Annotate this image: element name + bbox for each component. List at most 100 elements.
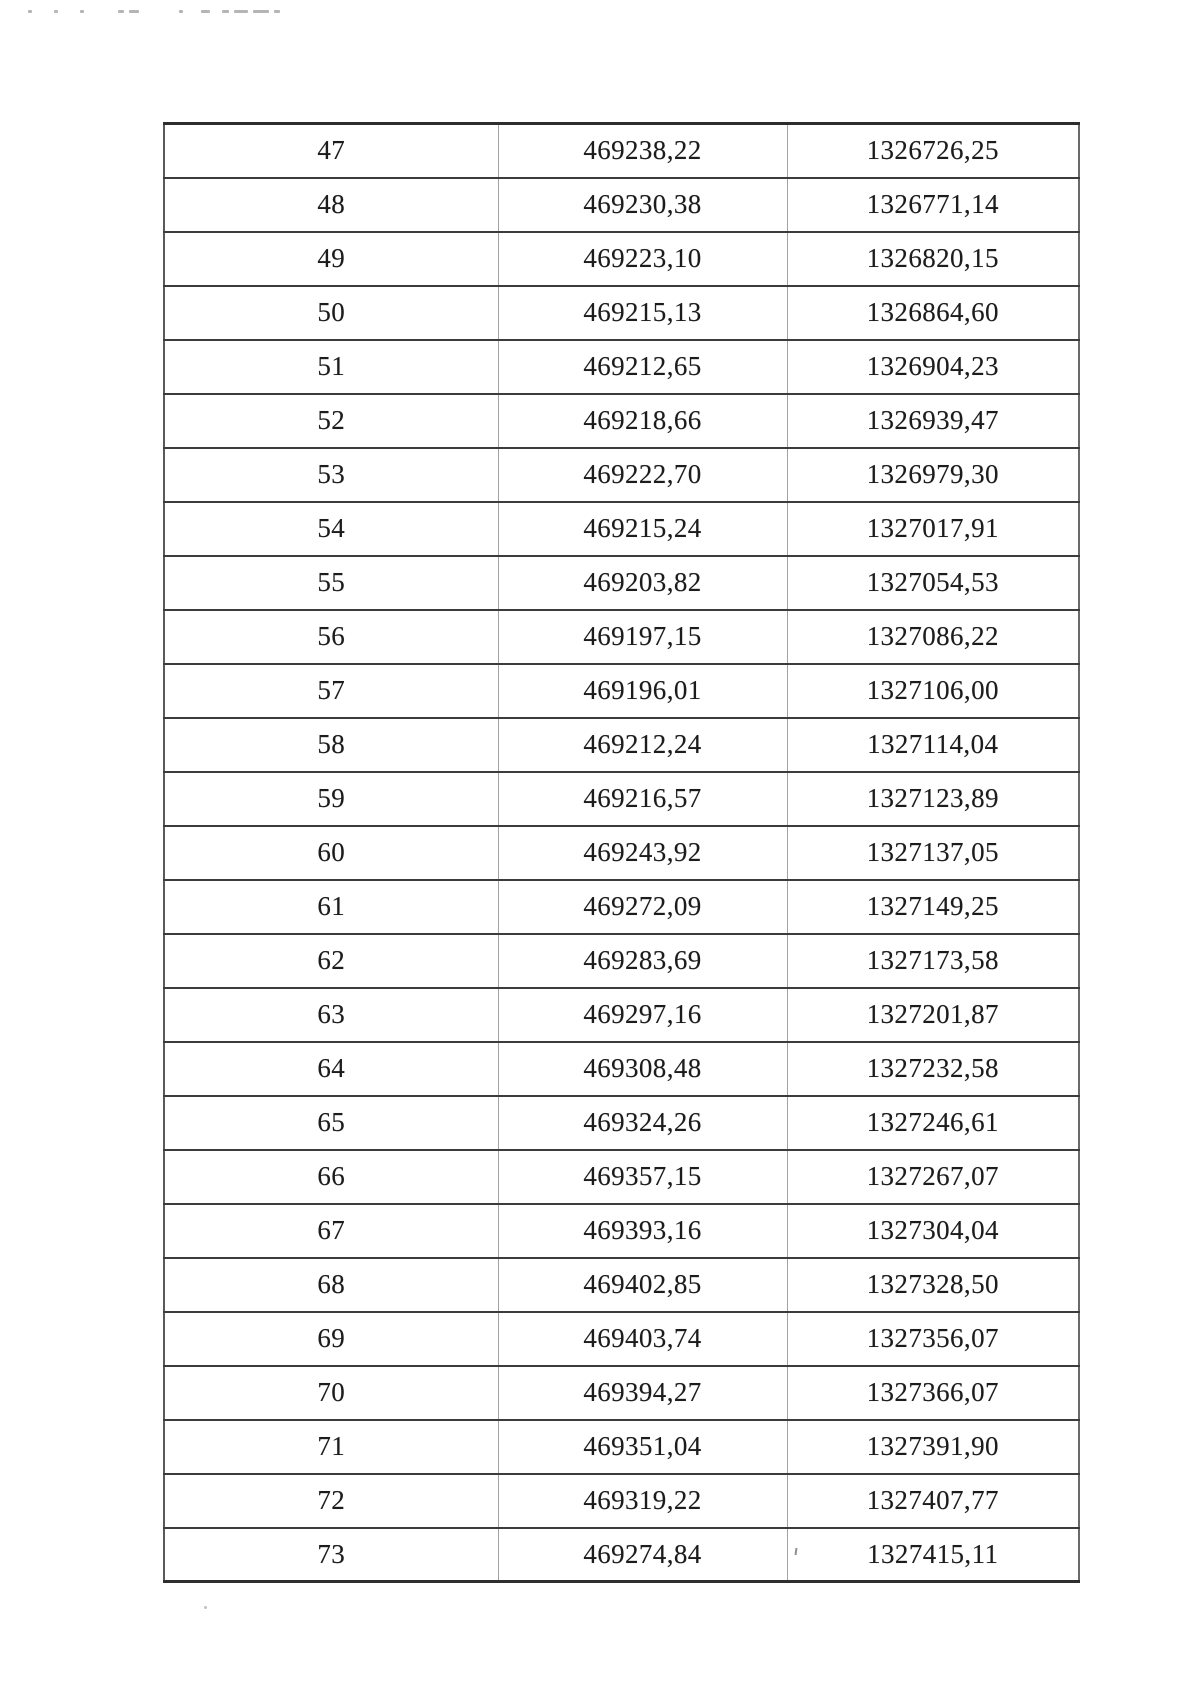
table-row: 73 469274,84 1327415,11	[163, 1526, 1080, 1583]
y-coordinate-cell: 1327149,25	[786, 878, 1080, 935]
table-row: 55 469203,82 1327054,53	[163, 554, 1080, 611]
x-coordinate-cell: 469215,24	[497, 500, 788, 557]
point-number-cell: 73	[163, 1526, 499, 1583]
table-row: 61 469272,09 1327149,25	[163, 878, 1080, 935]
table-row: 50 469215,13 1326864,60	[163, 284, 1080, 341]
x-coordinate-cell: 469243,92	[497, 824, 788, 881]
y-coordinate-cell: 1327407,77	[786, 1472, 1080, 1529]
table-row: 54 469215,24 1327017,91	[163, 500, 1080, 557]
point-number-cell: 50	[163, 284, 499, 341]
table-row: 66 469357,15 1327267,07	[163, 1148, 1080, 1205]
coordinate-table: 47 469238,22 1326726,25 48 469230,38 1326771,…	[163, 122, 1080, 1583]
x-coordinate-cell: 469216,57	[497, 770, 788, 827]
point-number-cell: 60	[163, 824, 499, 881]
point-number-cell: 72	[163, 1472, 499, 1529]
point-number-cell: 63	[163, 986, 499, 1043]
table-row: 47 469238,22 1326726,25	[163, 122, 1080, 179]
x-coordinate-cell: 469357,15	[497, 1148, 788, 1205]
point-number-cell: 65	[163, 1094, 499, 1151]
x-coordinate-cell: 469402,85	[497, 1256, 788, 1313]
y-coordinate-cell: 1327232,58	[786, 1040, 1080, 1097]
point-number-cell: 64	[163, 1040, 499, 1097]
y-coordinate-cell: 1327304,04	[786, 1202, 1080, 1259]
point-number-cell: 48	[163, 176, 499, 233]
point-number-cell: 70	[163, 1364, 499, 1421]
point-number-cell: 71	[163, 1418, 499, 1475]
y-coordinate-cell: 1327123,89	[786, 770, 1080, 827]
x-coordinate-cell: 469223,10	[497, 230, 788, 287]
point-number-cell: 56	[163, 608, 499, 665]
point-number-cell: 49	[163, 230, 499, 287]
x-coordinate-cell: 469215,13	[497, 284, 788, 341]
table-row: 52 469218,66 1326939,47	[163, 392, 1080, 449]
point-number-cell: 52	[163, 392, 499, 449]
y-coordinate-cell: 1327173,58	[786, 932, 1080, 989]
x-coordinate-cell: 469274,84	[497, 1526, 788, 1583]
scan-speck	[204, 1606, 207, 1609]
y-coordinate-cell: 1327054,53	[786, 554, 1080, 611]
point-number-cell: 58	[163, 716, 499, 773]
point-number-cell: 66	[163, 1148, 499, 1205]
y-coordinate-cell: 1327017,91	[786, 500, 1080, 557]
table-row: 51 469212,65 1326904,23	[163, 338, 1080, 395]
y-coordinate-cell: 1326864,60	[786, 284, 1080, 341]
y-coordinate-cell: 1326820,15	[786, 230, 1080, 287]
y-coordinate-cell: 1326939,47	[786, 392, 1080, 449]
x-coordinate-cell: 469203,82	[497, 554, 788, 611]
y-coordinate-cell: 1327106,00	[786, 662, 1080, 719]
x-coordinate-cell: 469222,70	[497, 446, 788, 503]
y-coordinate-cell: 1326726,25	[786, 122, 1080, 179]
point-number-cell: 62	[163, 932, 499, 989]
x-coordinate-cell: 469218,66	[497, 392, 788, 449]
y-coordinate-cell: 1326904,23	[786, 338, 1080, 395]
point-number-cell: 54	[163, 500, 499, 557]
x-coordinate-cell: 469394,27	[497, 1364, 788, 1421]
table-row: 59 469216,57 1327123,89	[163, 770, 1080, 827]
point-number-cell: 55	[163, 554, 499, 611]
table-row: 63 469297,16 1327201,87	[163, 986, 1080, 1043]
table-row: 62 469283,69 1327173,58	[163, 932, 1080, 989]
table-row: 70 469394,27 1327366,07	[163, 1364, 1080, 1421]
point-number-cell: 61	[163, 878, 499, 935]
x-coordinate-cell: 469196,01	[497, 662, 788, 719]
y-coordinate-cell: 1327246,61	[786, 1094, 1080, 1151]
table-row: 69 469403,74 1327356,07	[163, 1310, 1080, 1367]
y-coordinate-cell: 1327415,11	[786, 1526, 1080, 1583]
x-coordinate-cell: 469324,26	[497, 1094, 788, 1151]
x-coordinate-cell: 469272,09	[497, 878, 788, 935]
table-row: 53 469222,70 1326979,30	[163, 446, 1080, 503]
point-number-cell: 59	[163, 770, 499, 827]
x-coordinate-cell: 469393,16	[497, 1202, 788, 1259]
x-coordinate-cell: 469351,04	[497, 1418, 788, 1475]
x-coordinate-cell: 469297,16	[497, 986, 788, 1043]
x-coordinate-cell: 469212,24	[497, 716, 788, 773]
point-number-cell: 67	[163, 1202, 499, 1259]
table-row: 71 469351,04 1327391,90	[163, 1418, 1080, 1475]
point-number-cell: 53	[163, 446, 499, 503]
point-number-cell: 51	[163, 338, 499, 395]
x-coordinate-cell: 469319,22	[497, 1472, 788, 1529]
y-coordinate-cell: 1327366,07	[786, 1364, 1080, 1421]
table-row: 48 469230,38 1326771,14	[163, 176, 1080, 233]
x-coordinate-cell: 469238,22	[497, 122, 788, 179]
table-row: 64 469308,48 1327232,58	[163, 1040, 1080, 1097]
table-row: 49 469223,10 1326820,15	[163, 230, 1080, 287]
y-coordinate-cell: 1327086,22	[786, 608, 1080, 665]
table-row: 68 469402,85 1327328,50	[163, 1256, 1080, 1313]
y-coordinate-cell: 1327328,50	[786, 1256, 1080, 1313]
y-coordinate-cell: 1327356,07	[786, 1310, 1080, 1367]
table-row: 60 469243,92 1327137,05	[163, 824, 1080, 881]
table-row: 67 469393,16 1327304,04	[163, 1202, 1080, 1259]
table-row: 65 469324,26 1327246,61	[163, 1094, 1080, 1151]
coordinate-table-body: 47 469238,22 1326726,25 48 469230,38 1326771,…	[163, 122, 1080, 1583]
point-number-cell: 47	[163, 122, 499, 179]
table-row: 58 469212,24 1327114,04	[163, 716, 1080, 773]
table-row: 57 469196,01 1327106,00	[163, 662, 1080, 719]
point-number-cell: 68	[163, 1256, 499, 1313]
x-coordinate-cell: 469212,65	[497, 338, 788, 395]
table-row: 72 469319,22 1327407,77	[163, 1472, 1080, 1529]
y-coordinate-cell: 1327391,90	[786, 1418, 1080, 1475]
x-coordinate-cell: 469283,69	[497, 932, 788, 989]
y-coordinate-cell: 1327201,87	[786, 986, 1080, 1043]
